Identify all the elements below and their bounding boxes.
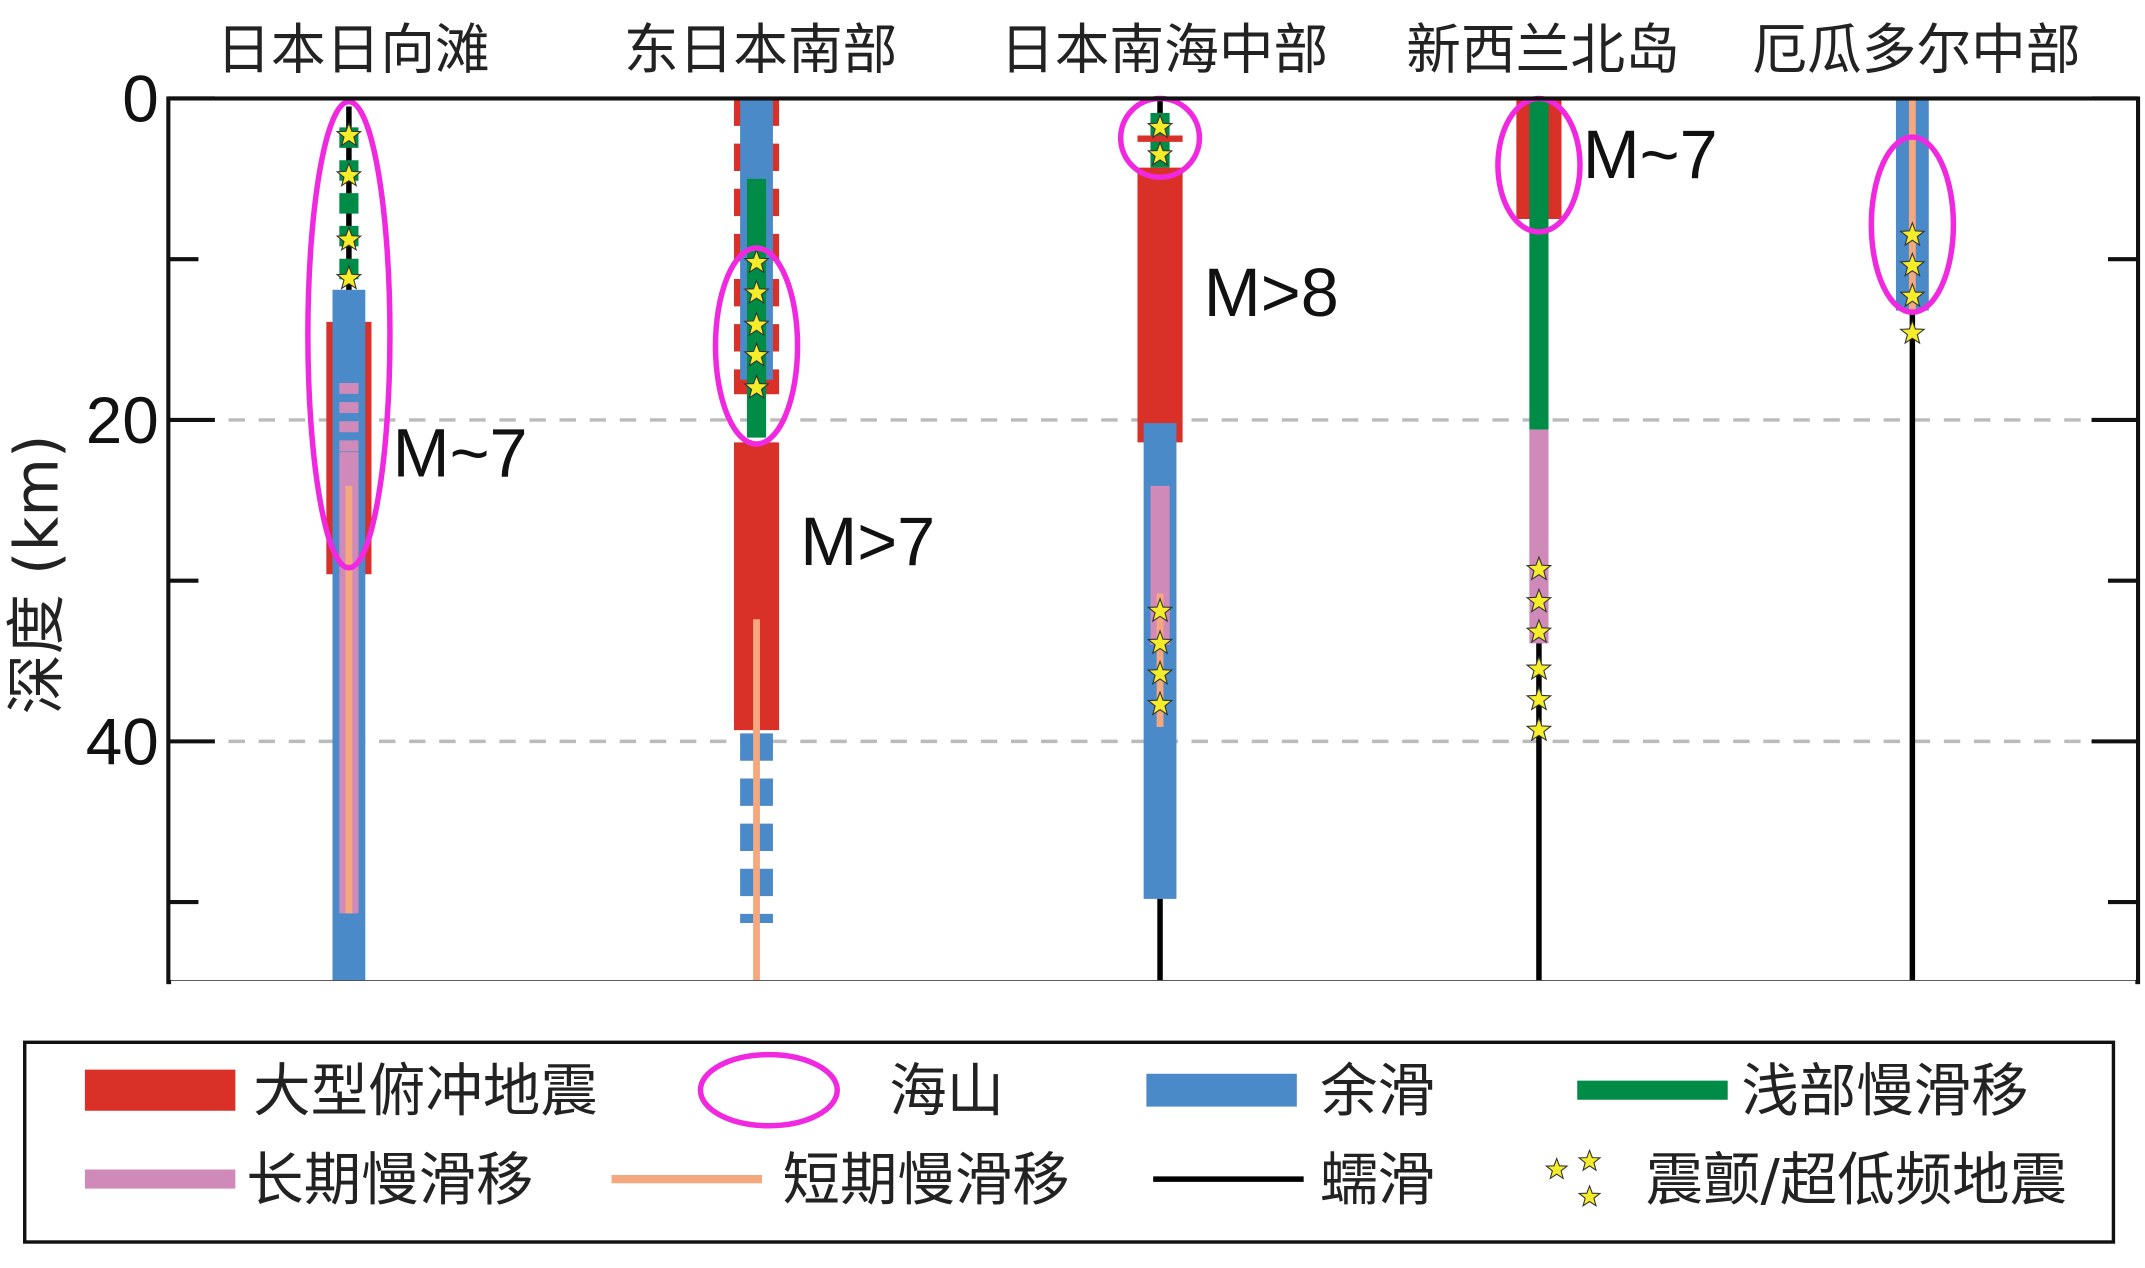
legend-label: 余滑: [1320, 1058, 1435, 1125]
tremor-star-icon: [1525, 655, 1553, 681]
legend-label: 长期慢滑移: [246, 1147, 533, 1214]
tremor-star-icon: [743, 248, 770, 274]
y-tick-label: 40: [86, 706, 159, 779]
tremor-star-icon: [335, 161, 363, 187]
tremor-star-icon: [1146, 113, 1174, 139]
seamount-swatch-icon: [697, 1051, 840, 1129]
seamount-ellipse: [712, 245, 801, 447]
tremor-star-icon: [1899, 319, 1926, 345]
seamount-ellipse: [1868, 134, 1957, 315]
tremor-star-icon: [743, 279, 770, 305]
tremor-star-icon: [1146, 629, 1174, 655]
column-4: 新西兰北岛 M~7: [1406, 17, 1718, 983]
legend-item-creep: 蠕滑: [1153, 1147, 1435, 1214]
legend-item-long_sse: 长期慢滑移: [84, 1147, 534, 1214]
legend-label: 蠕滑: [1320, 1147, 1435, 1214]
column-1: 日本日向滩 M~7: [216, 17, 528, 983]
tremor-star-icon: [1525, 685, 1553, 711]
y-tick-label: 0: [122, 63, 159, 136]
legend-item-afterslip: 余滑: [1146, 1058, 1435, 1125]
tremor-star-icon: [1146, 597, 1174, 623]
columns: 日本日向滩 M~7 东日本南部 M>7 日本南海中部 M>8 新西兰北岛 M~7 厄瓜多尔中部: [216, 17, 2081, 983]
column-title: 厄瓜多尔中部: [1752, 17, 2080, 81]
legend-item-short_sse: 短期慢滑移: [611, 1147, 1070, 1214]
y-tick-label: 20: [86, 384, 159, 457]
plot-frame-bottom-mask: [171, 980, 2136, 987]
legend-label: 大型俯冲地震: [253, 1058, 598, 1125]
column-title: 日本南海中部: [1000, 17, 1328, 81]
tremor-star-icon: [1525, 587, 1553, 613]
column-5: 厄瓜多尔中部: [1752, 17, 2081, 983]
column-3: 日本南海中部 M>8: [1000, 17, 1339, 983]
tremor-star-icon: [1899, 251, 1926, 277]
tremor-star-icon: [1544, 1157, 1569, 1180]
legend-item-megathrust: 大型俯冲地震: [84, 1058, 598, 1125]
tremor-star-icon: [743, 311, 770, 337]
tremor-star-icon: [1146, 690, 1174, 716]
column-title: 新西兰北岛: [1406, 17, 1680, 81]
tremor-star-icon: [335, 121, 363, 147]
tremor-star-icon: [1525, 716, 1553, 742]
legend-label: 浅部慢滑移: [1741, 1058, 2028, 1125]
magnitude-label: M~7: [393, 416, 528, 492]
column-2: 东日本南部 M>7: [624, 17, 935, 983]
legend-label: 海山: [889, 1058, 1004, 1125]
tremor-star-icon: [1577, 1148, 1602, 1172]
tremor-star-icon: [1899, 221, 1926, 247]
column-title: 日本日向滩: [216, 17, 490, 81]
legend-item-shallow_sse: 浅部慢滑移: [1577, 1058, 2029, 1125]
tremor-star-icon: [1525, 555, 1553, 581]
magnitude-label: M~7: [1583, 117, 1718, 193]
gridlines: [168, 418, 2139, 744]
tremor-star-icon: [335, 226, 363, 252]
tremor-star-icon: [1525, 618, 1553, 644]
legend-item-seamount: 海山: [697, 1051, 1004, 1129]
legend-label: 震颤/超低频地震: [1646, 1147, 2067, 1214]
tremor-star-icon: [1899, 282, 1926, 308]
magnitude-label: M>7: [800, 504, 935, 580]
magnitude-label: M>8: [1204, 255, 1339, 331]
y-axis-label: 深度 (km): [3, 435, 73, 715]
legend-label: 短期慢滑移: [783, 1147, 1070, 1214]
seamount-ellipse: [305, 98, 393, 571]
column-title: 东日本南部: [624, 17, 898, 81]
tremor-star-icon: [743, 373, 770, 400]
legend-box: [23, 1040, 2116, 1244]
tremor-star-icon: [1146, 659, 1174, 686]
tremor-star-icon: [1146, 140, 1174, 166]
axes: 0 20 40: [86, 63, 2141, 987]
tremor-star-icon: [1577, 1184, 1602, 1208]
tremor-star-icon: [335, 264, 363, 290]
legend-item-tremor: 震颤/超低频地震: [1544, 1147, 2067, 1214]
tremor-star-icon: [743, 341, 770, 367]
